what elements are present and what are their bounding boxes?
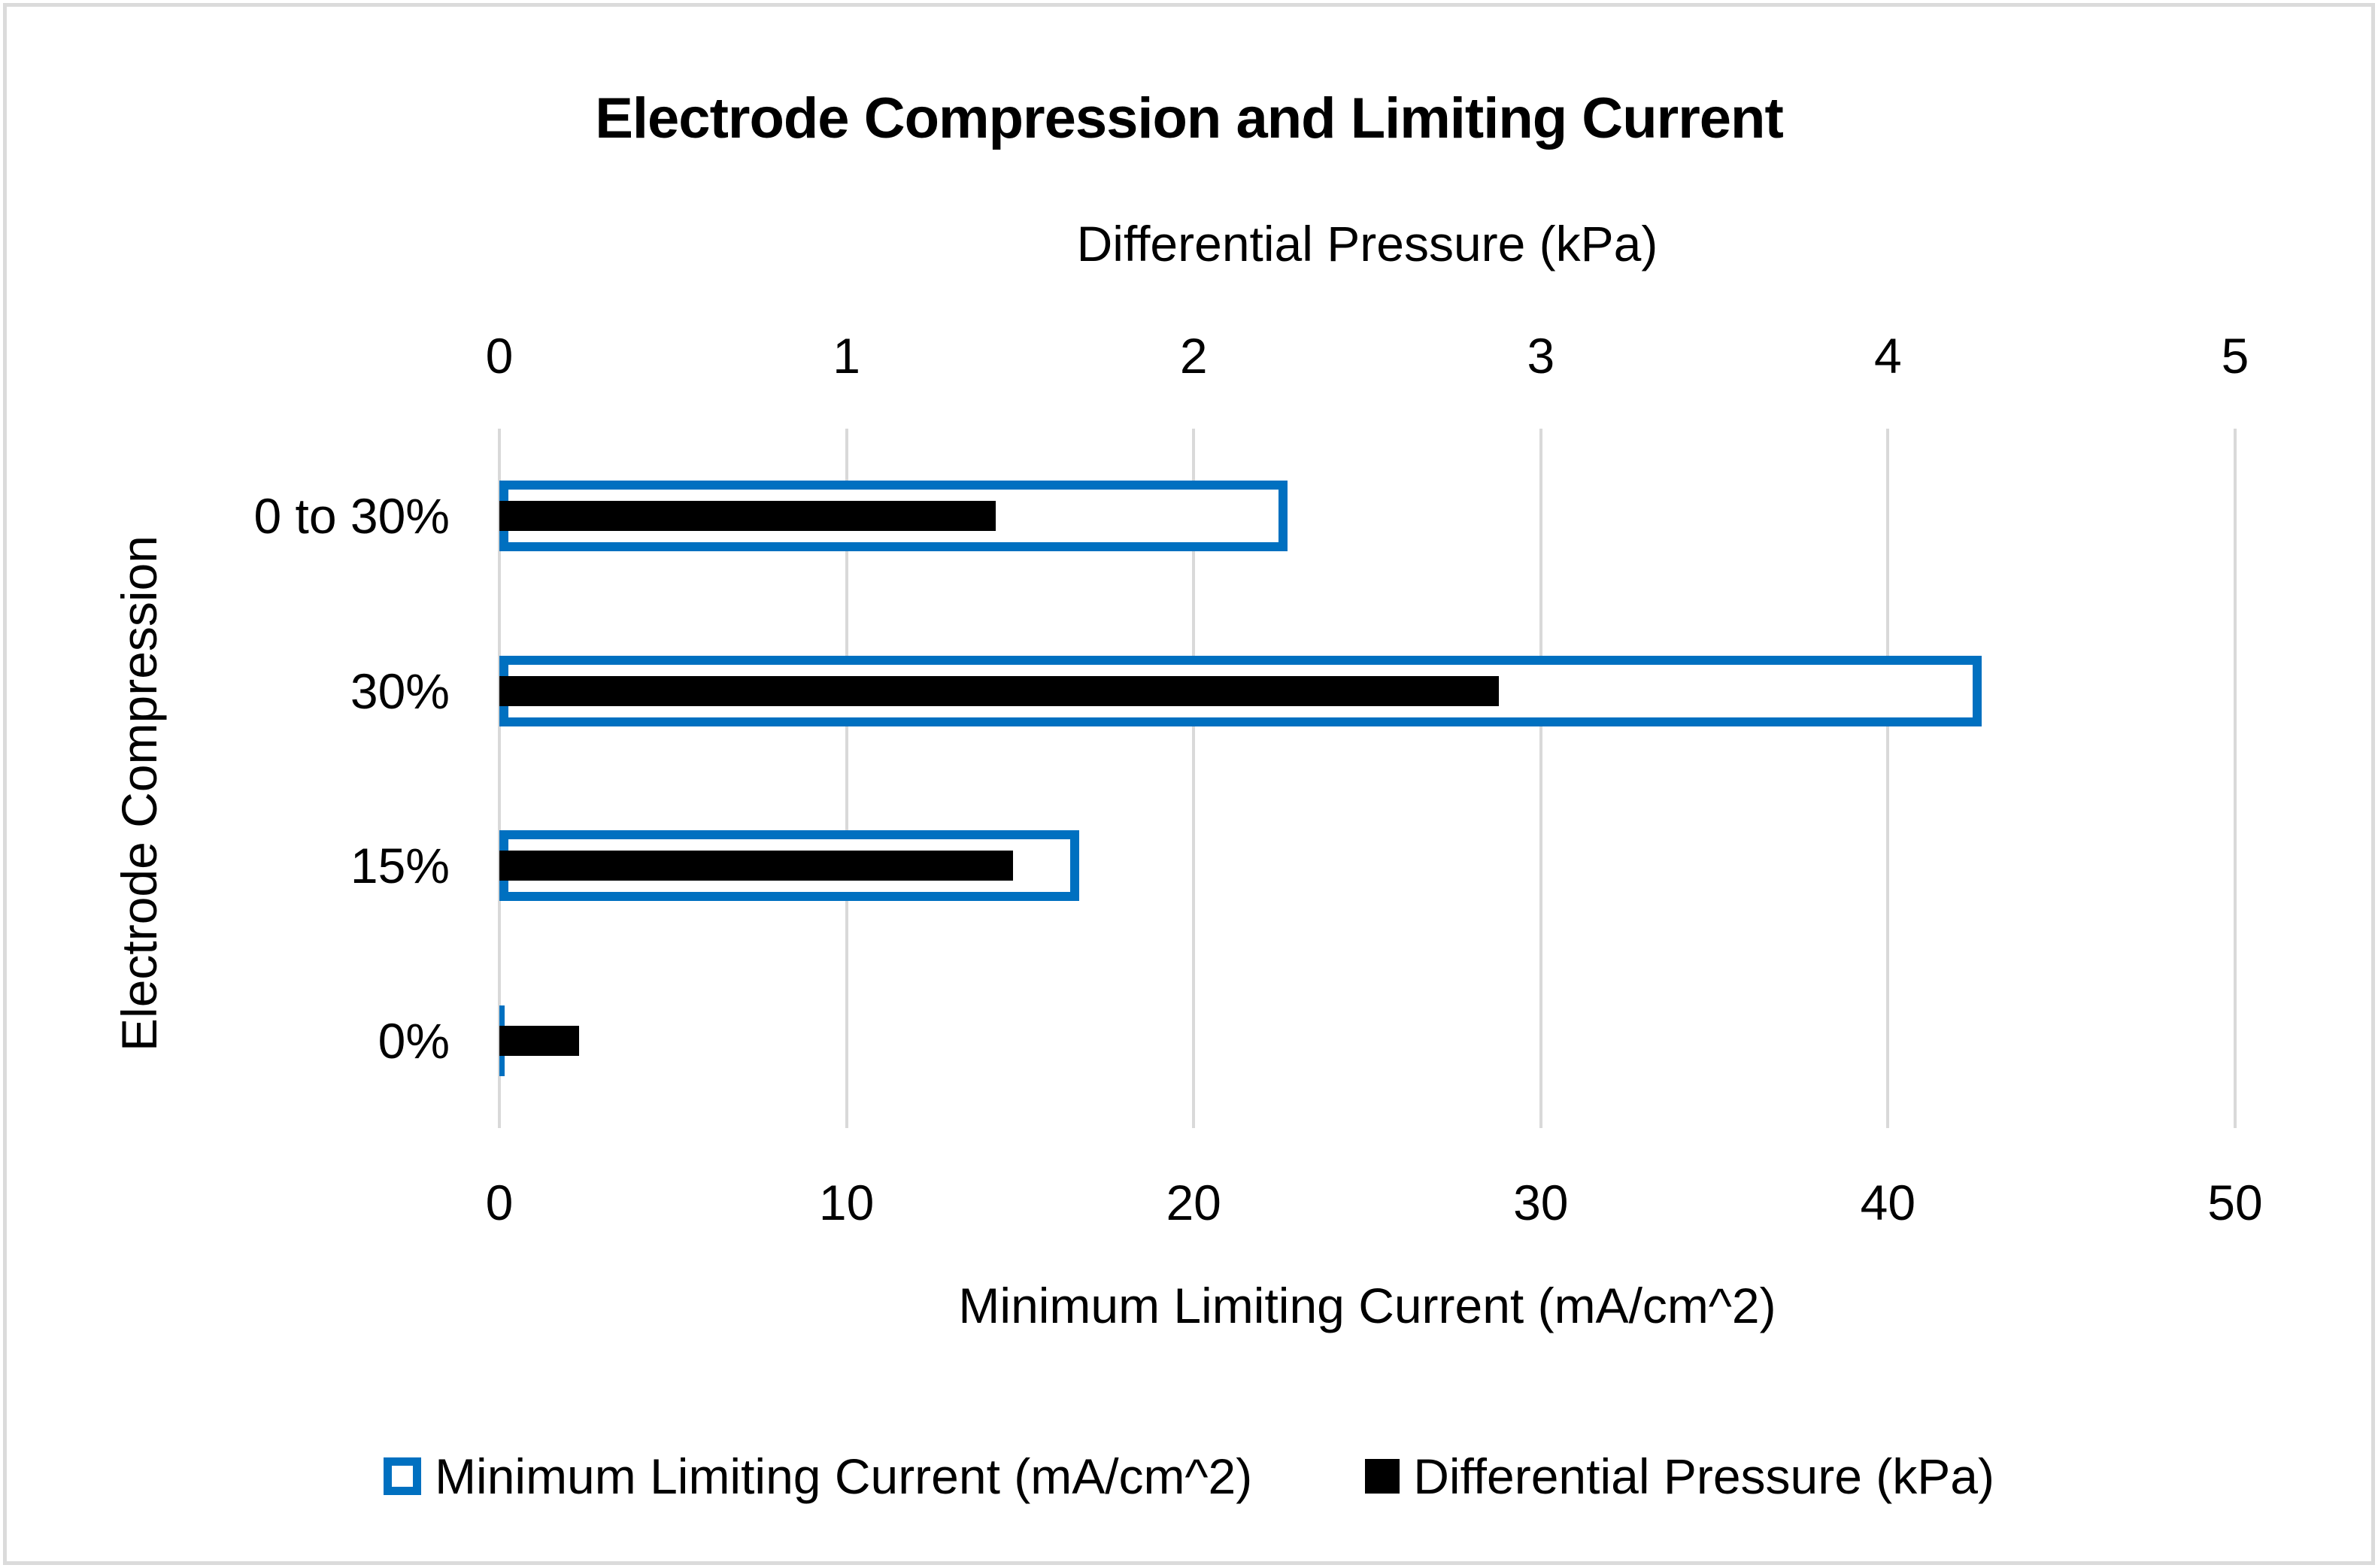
- bar-row-15-: [499, 778, 2235, 954]
- gridline-5: [2234, 429, 2237, 1128]
- gridline-3: [1539, 429, 1542, 1128]
- gridline-1: [845, 429, 848, 1128]
- top-tick-1: 1: [833, 328, 860, 384]
- legend-label-differential-pressure: Differential Pressure (kPa): [1413, 1448, 1994, 1504]
- bottom-tick-20: 20: [1166, 1175, 1221, 1230]
- gridline-0: [498, 429, 501, 1128]
- top-axis-title: Differential Pressure (kPa): [1076, 216, 1658, 271]
- top-axis-ticks: 0 1 2 3 4 5: [486, 328, 2249, 391]
- category-label-30: 30%: [350, 663, 450, 719]
- category-label-15: 15%: [350, 838, 450, 893]
- top-tick-5: 5: [2221, 328, 2249, 384]
- top-tick-0: 0: [485, 328, 514, 384]
- bottom-tick-40: 40: [1860, 1175, 1916, 1230]
- bar-differential-pressure: [499, 501, 996, 532]
- legend-item-differential-pressure: Differential Pressure (kPa): [1365, 1448, 1994, 1505]
- y-axis-title: Electrode Compression: [111, 535, 167, 1051]
- legend-swatch-solid-black: [1365, 1459, 1400, 1494]
- top-tick-4: 4: [1874, 328, 1902, 384]
- chart-title: Electrode Compression and Limiting Curre…: [595, 86, 1784, 150]
- bottom-axis-ticks: 0 10 20 30 40 50: [486, 1175, 2263, 1238]
- bar-differential-pressure: [499, 675, 1500, 706]
- gridline-4: [1886, 429, 1890, 1128]
- bottom-tick-0: 0: [485, 1175, 514, 1230]
- gridline-2: [1192, 429, 1196, 1128]
- bar-row-30-: [499, 604, 2235, 779]
- bottom-tick-10: 10: [818, 1175, 875, 1230]
- bar-row-0-to-30-: [499, 429, 2235, 604]
- bar-differential-pressure: [499, 851, 1014, 881]
- category-label-0: 0%: [378, 1013, 450, 1069]
- top-tick-2: 2: [1179, 328, 1208, 384]
- legend-swatch-outlined-blue: [384, 1457, 422, 1495]
- plot-area: [498, 429, 2237, 1129]
- legend-item-minimum-limiting-current: Minimum Limiting Current (mA/cm^2): [384, 1448, 1252, 1505]
- bar-row-0-: [499, 954, 2235, 1129]
- bar-differential-pressure: [499, 1025, 580, 1056]
- top-tick-3: 3: [1527, 328, 1555, 384]
- category-label-0-to-30: 0 to 30%: [253, 488, 450, 544]
- legend-label-minimum-limiting-current: Minimum Limiting Current (mA/cm^2): [435, 1448, 1253, 1504]
- bottom-tick-50: 50: [2207, 1175, 2263, 1230]
- bottom-tick-30: 30: [1513, 1175, 1569, 1230]
- bottom-axis-title: Minimum Limiting Current (mA/cm^2): [958, 1278, 1776, 1333]
- legend: Minimum Limiting Current (mA/cm^2) Diffe…: [0, 1435, 2378, 1518]
